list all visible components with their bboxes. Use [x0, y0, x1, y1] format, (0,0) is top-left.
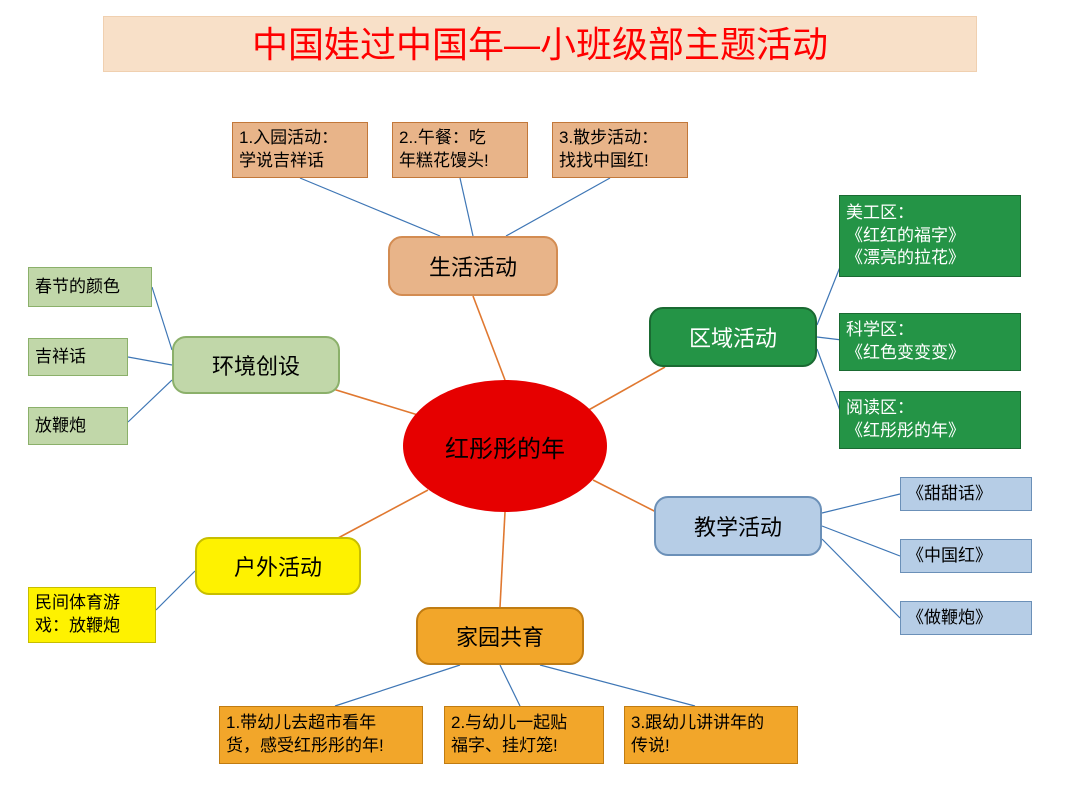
- leaf-env3: 放鞭炮: [28, 407, 128, 445]
- leaf-life1: 1.入园活动： 学说吉祥话: [232, 122, 368, 178]
- leaf-teach1: 《甜甜话》: [900, 477, 1032, 511]
- branch-outdoor: 户外活动: [195, 537, 361, 595]
- leaf-env1: 春节的颜色: [28, 267, 152, 307]
- leaf-home1: 1.带幼儿去超市看年 货，感受红彤彤的年!: [219, 706, 423, 764]
- branch-env: 环境创设: [172, 336, 340, 394]
- leaf-area3: 阅读区： 《红彤彤的年》: [839, 391, 1021, 449]
- branch-area: 区域活动: [649, 307, 817, 367]
- leaf-home2: 2.与幼儿一起贴 福字、挂灯笼!: [444, 706, 604, 764]
- leaf-teach3: 《做鞭炮》: [900, 601, 1032, 635]
- leaf-area1: 美工区： 《红红的福字》 《漂亮的拉花》: [839, 195, 1021, 277]
- branch-home: 家园共育: [416, 607, 584, 665]
- leaf-teach2: 《中国红》: [900, 539, 1032, 573]
- leaf-env2: 吉祥话: [28, 338, 128, 376]
- leaf-home3: 3.跟幼儿讲讲年的 传说!: [624, 706, 798, 764]
- title-banner: 中国娃过中国年—小班级部主题活动: [103, 16, 977, 72]
- leaf-area2: 科学区： 《红色变变变》: [839, 313, 1021, 371]
- leaf-outdoor1: 民间体育游 戏：放鞭炮: [28, 587, 156, 643]
- branch-life: 生活活动: [388, 236, 558, 296]
- branch-teach: 教学活动: [654, 496, 822, 556]
- leaf-life2: 2..午餐：吃 年糕花馒头!: [392, 122, 528, 178]
- center-node: 红彤彤的年: [403, 380, 607, 512]
- leaf-life3: 3.散步活动： 找找中国红!: [552, 122, 688, 178]
